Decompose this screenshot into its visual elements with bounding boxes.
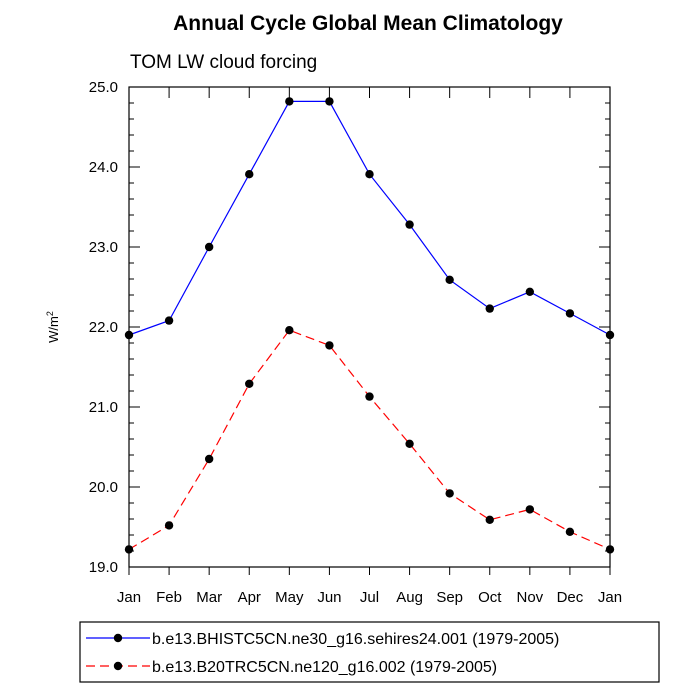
series-2-point — [565, 527, 575, 536]
series-2-point — [445, 489, 454, 498]
x-tick-label: Nov — [516, 589, 543, 606]
series-2-point — [325, 341, 334, 350]
x-tick-label: Dec — [557, 589, 584, 606]
series-layer — [124, 97, 615, 554]
x-tick-label: Jun — [317, 589, 341, 606]
x-tick-label: Aug — [396, 589, 423, 606]
legend-marker-series-2 — [113, 661, 123, 671]
series-1-point — [365, 170, 374, 179]
x-tick-label: Jul — [360, 589, 379, 606]
series-1-point — [485, 304, 494, 313]
series-1-point — [325, 97, 334, 106]
y-axis-label-exponent: 2 — [45, 311, 55, 316]
y-tick-label: 20.0 — [89, 479, 118, 496]
x-tick-label: Mar — [196, 589, 222, 606]
y-tick-labels: 19.0 20.0 21.0 22.0 23.0 24.0 25.0 — [89, 79, 118, 576]
series-line-2 — [128, 329, 611, 550]
y-tick-label: 19.0 — [89, 559, 118, 576]
series-1-point — [124, 330, 134, 340]
series-2-point — [285, 326, 294, 335]
series-2-point — [245, 379, 254, 388]
x-tick-label: Jan — [117, 589, 141, 606]
series-1-point — [405, 220, 414, 229]
y-axis-label-base: W/m — [46, 316, 61, 343]
y-tick-label: 25.0 — [89, 79, 118, 96]
svg-text:W/m2: W/m2 — [45, 311, 61, 343]
series-2-point — [204, 454, 214, 464]
chart-subtitle: TOM LW cloud forcing — [130, 52, 317, 73]
x-tick-labels: Jan Feb Mar Apr May Jun Jul Aug Sep Oct Nov Dec Jan — [117, 589, 622, 606]
series-1-point — [204, 242, 214, 252]
x-tick-label: May — [275, 589, 304, 606]
chart-title: Annual Cycle Global Mean Climatology — [173, 12, 563, 35]
plot-frame — [128, 86, 611, 568]
legend-label-series-2: b.e13.B20TRC5CN.ne120_g16.002 (1979-2005… — [152, 659, 497, 676]
series-2-point — [525, 505, 535, 514]
series-1-point — [445, 275, 454, 284]
series-2-point — [365, 392, 374, 401]
series-2-point — [124, 545, 134, 554]
y-tick-label: 21.0 — [89, 399, 118, 416]
series-1-point — [164, 316, 174, 325]
series-1-point — [605, 330, 615, 340]
y-axis-label: W/m2 — [45, 311, 61, 343]
series-1-point — [245, 170, 254, 179]
series-1-point — [285, 97, 294, 106]
series-line-1 — [128, 100, 611, 336]
y-tick-label: 24.0 — [89, 159, 118, 176]
series-1-point — [525, 287, 535, 296]
series-1-point — [565, 309, 575, 318]
series-2-point — [164, 521, 174, 530]
x-tick-label: Jan — [598, 589, 622, 606]
legend-marker-series-1 — [113, 633, 123, 643]
x-tick-label: Oct — [478, 589, 502, 606]
series-2-point — [405, 439, 414, 448]
legend-box — [79, 621, 660, 683]
y-tick-label: 22.0 — [89, 319, 118, 336]
axis-ticks — [128, 86, 611, 575]
y-tick-label: 23.0 — [89, 239, 118, 256]
legend-label-series-1: b.e13.BHISTC5CN.ne30_g16.sehires24.001 (… — [152, 631, 559, 648]
series-2-point — [605, 545, 615, 554]
x-tick-label: Apr — [238, 589, 261, 606]
series-2-point — [485, 515, 494, 524]
x-tick-label: Sep — [436, 589, 463, 606]
x-tick-label: Feb — [156, 589, 182, 606]
legend: b.e13.BHISTC5CN.ne30_g16.sehires24.001 (… — [79, 621, 660, 683]
